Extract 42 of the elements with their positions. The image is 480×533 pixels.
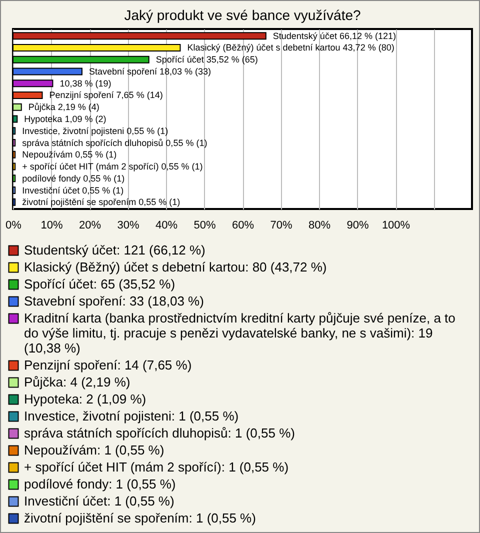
- legend-label: Hypoteka: 2 (1,09 %): [24, 392, 146, 406]
- category-label: správa státních spořících dluhopisů 0,55 % (1): [22, 138, 208, 148]
- legend-label: Investiční účet: 1 (0,55 %): [24, 494, 174, 508]
- category-label: Spořící účet 35,52 % (65): [156, 54, 258, 65]
- chart-title: Jaký produkt ve své bance využíváte?: [124, 7, 361, 23]
- x-tick-label: 80%: [308, 220, 331, 232]
- x-tick-label: 50%: [194, 220, 216, 232]
- x-tick-label: 60%: [232, 220, 254, 232]
- data-label: 10,38 % (19): [60, 78, 112, 88]
- legend-label: Kraditní karta (banka prostřednictvím kreditní karty půjčuje své peníze, a to do výše limitu, tj. pracuje s penězi vydavatelské banky, ne s vašimi): 19 (10,38 %): [24, 310, 456, 356]
- category-label: životní pojištění se spořením 0,55 % (1): [22, 197, 180, 208]
- x-tick-label: 0%: [6, 220, 22, 232]
- legend-label: + spořící účet HIT (mám 2 spořící): 1 (0,55 %): [24, 460, 289, 474]
- x-tick-label: 10%: [40, 220, 63, 232]
- x-tick-label: 30%: [117, 220, 140, 232]
- legend-label: správa státních spořících dluhopisů: 1 (0,55 %): [24, 426, 295, 440]
- legend-label: Klasický (Běžný) účet s debetní kartou: 80 (43,72 %): [24, 260, 327, 274]
- x-tick-label: 100%: [382, 220, 410, 232]
- category-label: Klasický (Běžný) účet s debetní kartou 43,72 % (80): [187, 42, 394, 53]
- category-label: Investice, životní pojisteni 0,55 % (1): [22, 126, 168, 136]
- x-tick-label: 70%: [270, 220, 292, 232]
- legend-label: Investice, životní pojisteni: 1 (0,55 %): [24, 408, 239, 424]
- legend-label: Spořící účet: 65 (35,52 %): [24, 276, 176, 292]
- category-label: + spořící účet HIT (mám 2 spořící) 0,55 % (1): [22, 162, 203, 172]
- category-label: Stavební spoření 18,03 % (33): [88, 66, 212, 76]
- legend-label: Penzijní spoření: 14 (7,65 %): [24, 358, 192, 372]
- category-label: podílové fondy 0,55 % (1): [22, 173, 125, 184]
- legend-label: Nepoužívám: 1 (0,55 %): [24, 442, 164, 458]
- category-label: Investiční účet 0,55 % (1): [22, 185, 124, 196]
- x-tick-label: 20%: [78, 220, 102, 232]
- x-tick-label: 90%: [346, 220, 369, 232]
- legend-label: Studentský účet: 121 (66,12 %): [24, 242, 206, 258]
- category-label: Nepoužívám 0,55 % (1): [22, 150, 117, 160]
- category-label: Penzijní spoření 7,65 % (14): [49, 90, 163, 100]
- legend-label: Stavební spoření: 33 (18,03 %): [24, 294, 204, 308]
- category-label: Hypoteka 1,09 % (2): [24, 114, 106, 124]
- category-label: Půjčka 2,19 % (4): [28, 102, 100, 112]
- legend-label: podílové fondy: 1 (0,55 %): [24, 476, 176, 492]
- legend-label: Půjčka: 4 (2,19 %): [24, 374, 130, 390]
- x-tick-label: 40%: [155, 220, 178, 232]
- legend-label: životní pojištění se spořením: 1 (0,55 %): [24, 510, 256, 526]
- category-label: Studentský účet 66,12 % (121): [272, 30, 396, 41]
